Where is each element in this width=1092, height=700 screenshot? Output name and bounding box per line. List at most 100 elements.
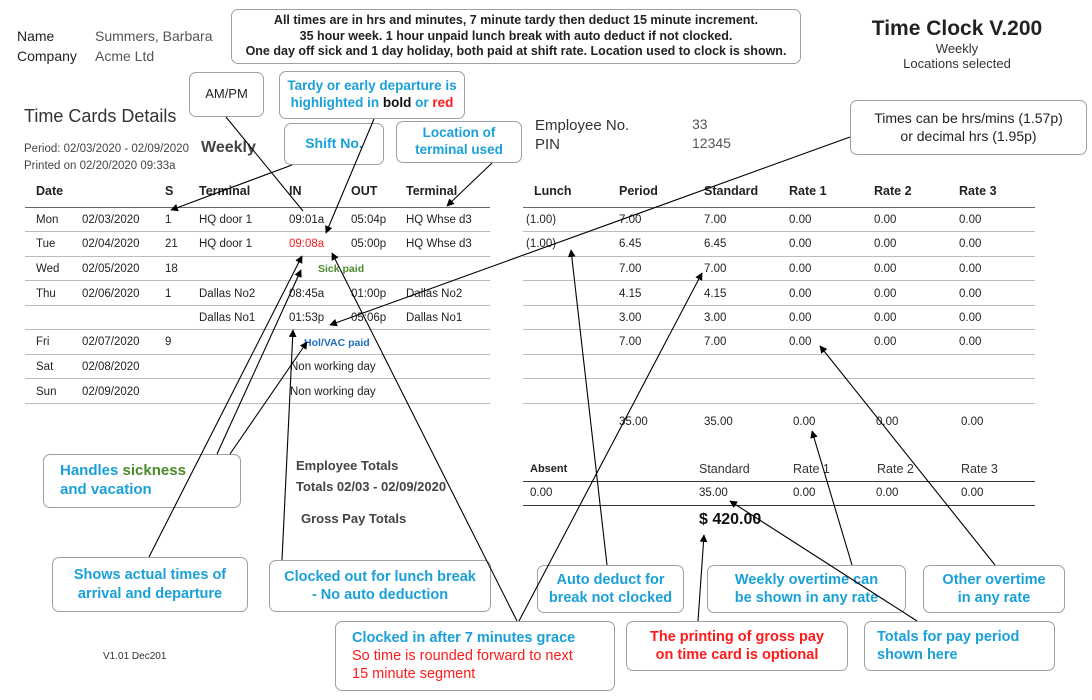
shift-cell: 1 [165,288,172,300]
printed-text: Printed on 02/20/2020 09:33a [24,160,176,172]
sick-paid-label: Sick paid [318,263,365,275]
terminal-in-cell: Dallas No2 [199,288,256,300]
callout-text: arrival and departure [77,585,223,602]
terminal-out-cell: Dallas No2 [406,288,463,300]
times-format-arrow [329,136,851,327]
day-cell: Mon [36,214,59,226]
rate3-cell: 0.00 [959,214,982,226]
rate1-cell: 0.00 [789,288,812,300]
brand-sub: Locations selected [903,56,1011,71]
col-standard: Standard [704,184,759,198]
brand-title: Time Clock V.200 [871,17,1043,40]
terminal-out-cell: HQ Whse d3 [406,238,472,250]
employee-no-label: Employee No. [535,117,630,134]
summary-absent-header: Absent [530,463,568,475]
weekly-label: Weekly [201,139,256,156]
summary-rate2-value: 0.00 [876,487,899,499]
lunch-clocked-arrow [281,329,297,561]
day-cell: Wed [36,263,60,275]
callout-text: highlighted in [290,95,383,110]
row-divider [523,354,1035,355]
terminal-out-cell: HQ Whse d3 [406,214,472,226]
callout-lunch-clocked: Clocked out for lunch break - No auto de… [269,560,491,612]
gross-pay-value: $ 420.00 [699,511,762,528]
callout-auto-deduct: Auto deduct for break not clocked [537,565,684,613]
shift-cell: 21 [165,238,178,250]
grace-arrow-in [331,252,518,622]
rate3-cell: 0.00 [959,312,982,324]
employee-totals-title: Employee Totals [296,458,399,473]
period-cell: 3.00 [619,312,642,324]
callout-text: or decimal hrs (1.95p) [900,127,1037,144]
pin-value: 12345 [692,135,731,151]
top-note-line: One day off sick and 1 day holiday, both… [245,44,787,59]
callout-text: Clocked in after 7 minutes grace [352,629,576,646]
summary-rate1-value: 0.00 [793,487,816,499]
terminal-in-cell: Dallas No1 [199,312,256,324]
rate1-cell: 0.00 [789,336,812,348]
day-cell: Sun [36,386,57,398]
row-divider [523,207,1035,208]
total-rate1: 0.00 [793,416,816,428]
row-divider [25,403,490,404]
rate1-cell: 0.00 [789,214,812,226]
row-divider [523,256,1035,257]
handles-holiday-arrow [229,341,308,455]
total-rate2: 0.00 [876,416,899,428]
callout-green-word: sickness [122,462,186,480]
terminal-out-cell: Dallas No1 [406,312,463,324]
callout-text: or [411,95,433,110]
grace-arrow-standard [518,272,703,622]
rate3-cell: 0.00 [959,263,982,275]
date-cell: 02/03/2020 [82,214,140,226]
top-note-line: 35 hour week. 1 hour unpaid lunch break … [299,28,733,43]
rate2-cell: 0.00 [874,263,897,275]
section-title: Time Cards Details [24,106,177,126]
divider [523,481,1035,482]
callout-gross-optional: The printing of gross pay on time card i… [626,621,848,671]
callout-text: Shows actual times of [73,567,227,584]
top-note: All times are in hrs and minutes, 7 minu… [231,9,801,64]
auto-deduct-arrow [567,249,608,566]
summary-standard-value: 35.00 [699,487,728,499]
pin-label: PIN [535,136,561,153]
callout-weekly-overtime: Weekly overtime can be shown in any rate [707,565,906,613]
row-divider [523,378,1035,379]
clock-in-cell: 09:08a [289,238,325,250]
callout-tardy: Tardy or early departure is highlighted … [279,71,465,119]
clock-in-cell: 08:45a [289,288,325,300]
location-arrow [446,162,493,207]
callout-text: Other overtime [942,571,1046,588]
other-overtime-arrow [819,345,996,566]
callout-text: Handles [60,462,123,480]
callout-text: break not clocked [548,590,673,606]
rate2-cell: 0.00 [874,214,897,226]
row-divider [523,329,1035,330]
callout-pay-period-totals: Totals for pay period shown here [864,621,1055,671]
terminal-in-cell: HQ door 1 [199,238,253,250]
tardy-arrow [325,118,375,234]
col-terminal-out: Terminal [406,184,458,198]
col-shift: S [165,184,174,198]
standard-cell: 7.00 [704,336,727,348]
version-label: V1.01 Dec201 [103,651,167,662]
standard-cell: 7.00 [704,263,727,275]
company-label: Company [17,48,77,64]
callout-shift: Shift No. [284,123,384,165]
period-cell: 7.00 [619,263,642,275]
ampm-pointer-line [225,116,304,212]
col-lunch: Lunch [534,184,572,198]
callout-red-word: red [432,95,454,110]
summary-rate3-header: Rate 3 [961,462,998,476]
callout-text: on time card is optional [655,647,819,663]
row-divider [25,207,490,208]
callout-text: Tardy or early departure is [287,78,457,94]
callout-text: The printing of gross pay [649,628,824,645]
date-cell: 02/05/2020 [82,263,140,275]
gross-optional-arrow [697,534,708,622]
rate1-cell: 0.00 [789,263,812,275]
standard-cell: 7.00 [704,214,727,226]
period-cell: 4.15 [619,288,642,300]
callout-text: 15 minute segment [352,666,476,683]
